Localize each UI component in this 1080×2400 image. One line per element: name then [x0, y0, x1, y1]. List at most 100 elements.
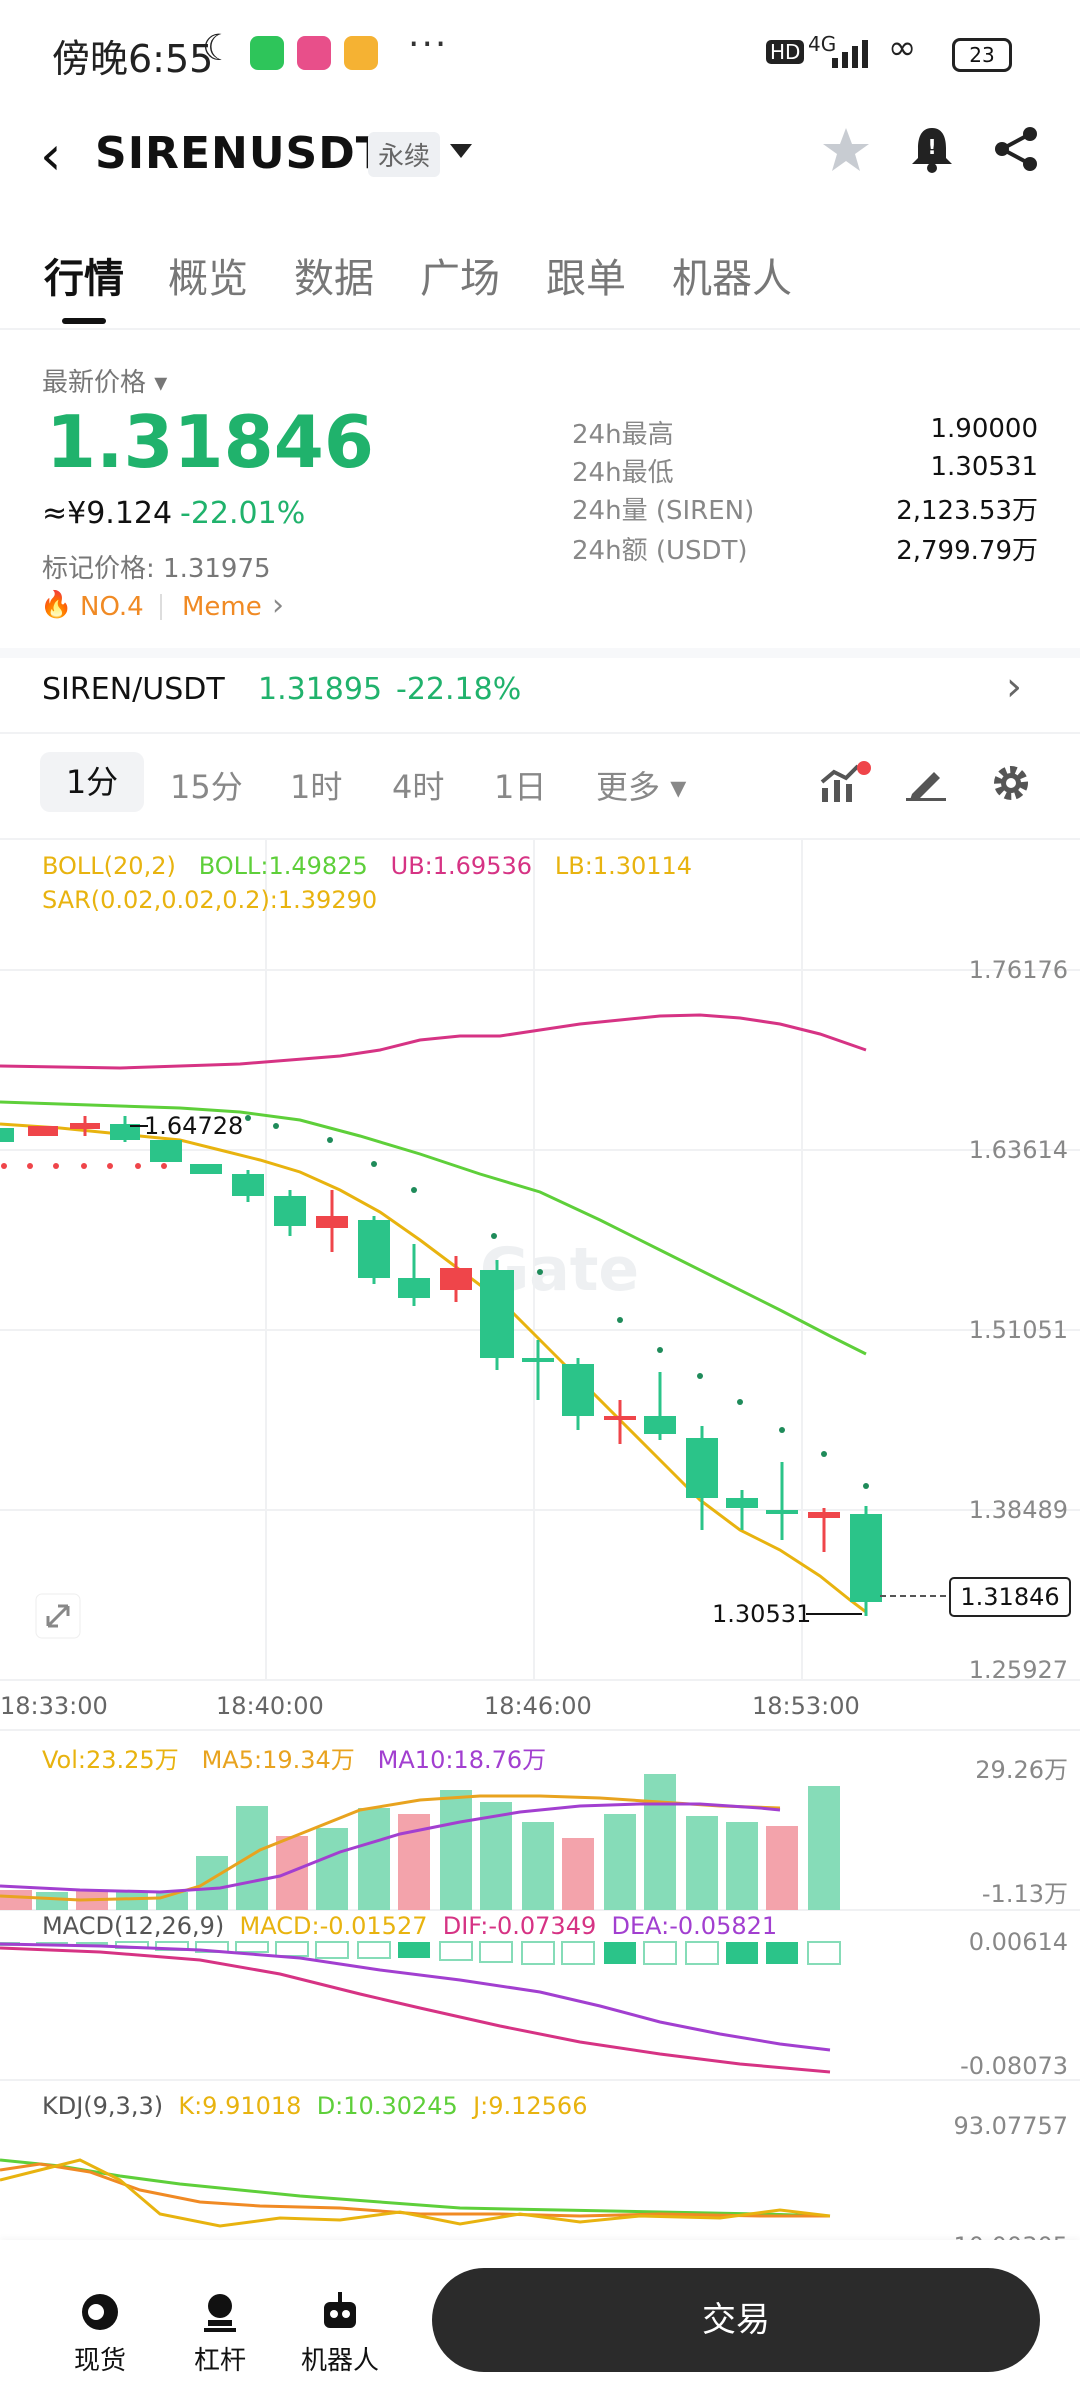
tab-bots[interactable]: 机器人 [672, 256, 792, 302]
latest-price-label[interactable]: 最新价格 ▾ [42, 368, 168, 398]
timeframe-15m[interactable]: 15分 [170, 768, 243, 806]
tab-square[interactable]: 广场 [420, 256, 500, 302]
timeframe-more[interactable]: 更多 ▾ [596, 768, 687, 806]
y-axis-label: 1.25927 [969, 1656, 1068, 1684]
status-time: 傍晚6:55 [52, 37, 214, 81]
volume-axis-bottom: -1.13万 [982, 1880, 1068, 1908]
macd-axis-bottom: -0.08073 [960, 2052, 1068, 2080]
kdj-j: J:9.12566 [473, 2092, 588, 2120]
vol-ma5: MA5:19.34万 [201, 1746, 355, 1774]
low-marker: 1.30531 [712, 1600, 811, 1628]
boll-lower: LB:1.30114 [554, 852, 693, 880]
share-icon[interactable] [994, 126, 1040, 172]
chevron-right-icon: › [1006, 664, 1022, 710]
stat-value: 1.30531 [930, 452, 1038, 482]
fire-icon: 🔥 [40, 590, 73, 620]
back-button[interactable]: ‹ [40, 124, 62, 187]
candles [0, 1116, 882, 1616]
bilibili-icon [297, 36, 331, 70]
volume-axis-top: 29.26万 [975, 1756, 1068, 1784]
kdj-axis-top: 93.07757 [953, 2112, 1068, 2140]
macd-params: MACD(12,26,9) [42, 1912, 225, 1940]
moon-icon: ☾ [202, 28, 235, 69]
price-change: -22.01% [180, 496, 306, 531]
mark-price: 标记价格: 1.31975 [42, 554, 271, 584]
tab-data[interactable]: 数据 [294, 256, 374, 302]
vol-value: Vol:23.25万 [42, 1746, 179, 1774]
tab-market[interactable]: 行情 [44, 256, 124, 302]
kdj-axis-bottom: 10.00305 [953, 2232, 1068, 2240]
timeframe-1d[interactable]: 1日 [494, 768, 547, 806]
boll-upper: UB:1.69536 [390, 852, 533, 880]
y-axis-label: 1.38489 [969, 1496, 1068, 1524]
indicator-icon[interactable] [820, 760, 872, 804]
wechat-icon [250, 36, 284, 70]
x-axis-label: 18:53:00 [752, 1692, 860, 1720]
macd-value: MACD:-0.01527 [239, 1912, 428, 1940]
kdj-legend: KDJ(9,3,3) K:9.91018 D:10.30245 J:9.1256… [42, 2092, 587, 2120]
spot-pair-row[interactable]: SIREN/USDT 1.31895 -22.18% › [0, 660, 1080, 730]
spot-price: 1.31895 [258, 672, 383, 707]
price-alert-bell-icon[interactable]: ! [910, 124, 954, 174]
stat-label: 24h量 (SIREN) [572, 496, 755, 526]
settings-gear-icon[interactable] [992, 764, 1030, 802]
status-bar: 傍晚6:55 ☾ ··· HD 4G ∞ 23 [0, 0, 1080, 105]
spot-icon [82, 2294, 118, 2330]
pair-title[interactable]: SIRENUSDT [95, 128, 387, 179]
stat-label: 24h额 (USDT) [572, 536, 748, 566]
current-price-text: 1.31846 [960, 1583, 1059, 1611]
timeframe-1h[interactable]: 1时 [290, 768, 343, 806]
expand-icon[interactable] [35, 1593, 81, 1639]
boll-legend: BOLL(20,2) BOLL:1.49825 UB:1.69536 LB:1.… [42, 852, 692, 880]
macd-legend: MACD(12,26,9) MACD:-0.01527 DIF:-0.07349… [42, 1912, 777, 1940]
nav-margin[interactable]: 杠杆 [160, 2290, 280, 2377]
stat-label: 24h最高 [572, 420, 674, 450]
kdj-d: D:10.30245 [316, 2092, 458, 2120]
nav-spot[interactable]: 现货 [40, 2290, 160, 2377]
kdj-params: KDJ(9,3,3) [42, 2092, 164, 2120]
chevron-down-icon[interactable] [450, 144, 472, 160]
y-axis-label: 1.63614 [969, 1136, 1068, 1164]
hotspot-icon: ∞ [888, 28, 917, 68]
volume-legend: Vol:23.25万 MA5:19.34万 MA10:18.76万 [42, 1740, 546, 1775]
contract-type-badge[interactable]: 永续 [368, 132, 441, 177]
divider [0, 838, 1080, 840]
nav-bot[interactable]: 机器人 [280, 2290, 400, 2377]
timeframe-1m[interactable]: 1分 [40, 752, 144, 812]
x-axis-label: 18:46:00 [484, 1692, 592, 1720]
high-marker: 1.64728 [144, 1112, 243, 1140]
divider [0, 732, 1080, 734]
battery-icon: 23 [952, 38, 1012, 72]
active-tab-indicator [62, 318, 106, 324]
rank-badge[interactable]: NO.4 [80, 592, 144, 622]
current-price-tag [949, 1577, 1071, 1617]
tab-copy-trading[interactable]: 跟单 [546, 256, 626, 302]
margin-icon [204, 2294, 236, 2332]
spot-pair-name: SIREN/USDT [42, 672, 225, 707]
draw-tool-icon[interactable] [906, 764, 946, 802]
signal-icon [832, 40, 868, 68]
stat-value: 1.90000 [930, 414, 1038, 444]
stat-label: 24h最低 [572, 458, 674, 488]
trade-button[interactable]: 交易 [432, 2268, 1040, 2372]
candlestick-chart[interactable]: Gate 1.64728 1.30531 [0, 840, 1080, 2240]
robot-icon [324, 2292, 356, 2328]
network-label: 4G [808, 32, 837, 56]
boll-value: BOLL:1.49825 [198, 852, 368, 880]
hd-icon: HD [766, 40, 805, 64]
stat-value: 2,123.53万 [896, 496, 1038, 526]
nav-bot-label: 机器人 [300, 2346, 379, 2376]
nav-spot-label: 现货 [73, 2346, 126, 2376]
tab-overview[interactable]: 概览 [168, 256, 248, 302]
star-icon[interactable] [822, 126, 870, 174]
chevron-right-icon[interactable]: › [272, 588, 284, 623]
divider [160, 594, 162, 620]
timeframe-4h[interactable]: 4时 [392, 768, 445, 806]
more-notifications-icon: ··· [408, 24, 449, 65]
kdj-k: K:9.91018 [178, 2092, 302, 2120]
stat-value: 2,799.79万 [896, 536, 1038, 566]
macd-axis-top: 0.00614 [969, 1928, 1068, 1956]
sector-tag[interactable]: Meme [182, 592, 262, 622]
svg-text:!: ! [927, 135, 936, 159]
x-axis-label: 18:33:00 [0, 1692, 108, 1720]
